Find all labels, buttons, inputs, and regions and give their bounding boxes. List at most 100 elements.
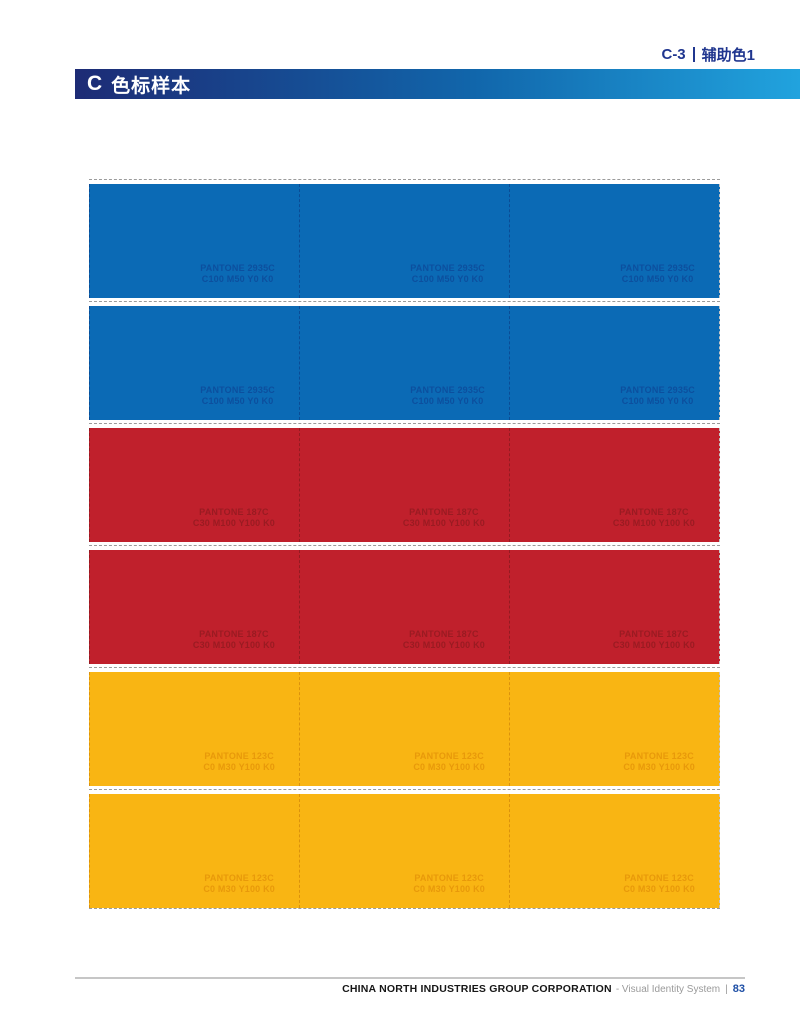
cmyk-value: C30 M100 Y100 K0	[192, 640, 275, 650]
color-swatch-row: PANTONE 2935C C100 M50 Y0 K0 PANTONE 293…	[89, 184, 720, 298]
cmyk-value: C30 M100 Y100 K0	[612, 640, 695, 650]
swatch-label: PANTONE 2935C C100 M50 Y0 K0	[410, 263, 485, 285]
swatch-label: PANTONE 187C C30 M100 Y100 K0	[403, 507, 485, 529]
cmyk-value: C100 M50 Y0 K0	[621, 274, 694, 284]
swatch-grid: PANTONE 2935C C100 M50 Y0 K0 PANTONE 293…	[89, 176, 720, 909]
cmyk-value: C0 M30 Y100 K0	[203, 884, 275, 894]
cmyk-value: C0 M30 Y100 K0	[413, 762, 485, 772]
swatch-row-group: PANTONE 2935C C100 M50 Y0 K0 PANTONE 293…	[89, 301, 720, 420]
swatch-label: PANTONE 2935C C100 M50 Y0 K0	[620, 263, 695, 285]
cmyk-value: C0 M30 Y100 K0	[623, 884, 695, 894]
cmyk-value: C100 M50 Y0 K0	[411, 274, 484, 284]
swatch-cell: PANTONE 123C C0 M30 Y100 K0	[90, 794, 299, 908]
swatch-label: PANTONE 123C C0 M30 Y100 K0	[623, 751, 695, 773]
swatch-label: PANTONE 187C C30 M100 Y100 K0	[613, 507, 695, 529]
cmyk-value: C0 M30 Y100 K0	[203, 762, 275, 772]
pantone-name: PANTONE 2935C	[410, 263, 485, 273]
section-code: C-3	[661, 46, 686, 63]
swatch-cell: PANTONE 187C C30 M100 Y100 K0	[299, 428, 509, 542]
cmyk-value: C100 M50 Y0 K0	[201, 396, 274, 406]
pantone-name: PANTONE 123C	[414, 873, 484, 883]
swatch-label: PANTONE 123C C0 M30 Y100 K0	[203, 873, 275, 895]
pantone-name: PANTONE 187C	[409, 629, 479, 639]
cut-line	[89, 908, 720, 909]
swatch-label: PANTONE 123C C0 M30 Y100 K0	[203, 751, 275, 773]
company-name: CHINA NORTH INDUSTRIES GROUP CORPORATION	[342, 983, 612, 995]
swatch-label: PANTONE 187C C30 M100 Y100 K0	[613, 629, 695, 651]
swatch-row-group: PANTONE 123C C0 M30 Y100 K0 PANTONE 123C…	[89, 667, 720, 786]
swatch-cell: PANTONE 187C C30 M100 Y100 K0	[509, 550, 719, 664]
footer-subtitle: - Visual Identity System	[615, 984, 721, 995]
swatch-label: PANTONE 2935C C100 M50 Y0 K0	[200, 263, 275, 285]
cmyk-value: C100 M50 Y0 K0	[621, 396, 694, 406]
footer-divider	[75, 977, 745, 979]
swatch-label: PANTONE 187C C30 M100 Y100 K0	[403, 629, 485, 651]
cut-line	[89, 545, 720, 546]
page-title: 色标样本	[111, 75, 192, 97]
title-bar: C 色标样本	[75, 69, 800, 99]
swatch-cell: PANTONE 2935C C100 M50 Y0 K0	[90, 184, 299, 298]
footer-separator: |	[725, 984, 728, 995]
pantone-name: PANTONE 123C	[624, 873, 694, 883]
swatch-cell: PANTONE 187C C30 M100 Y100 K0	[90, 428, 299, 542]
pantone-name: PANTONE 2935C	[410, 385, 485, 395]
pantone-name: PANTONE 187C	[619, 507, 689, 517]
cmyk-value: C30 M100 Y100 K0	[402, 518, 485, 528]
pantone-name: PANTONE 187C	[409, 507, 479, 517]
cmyk-value: C100 M50 Y0 K0	[201, 274, 274, 284]
pantone-name: PANTONE 2935C	[200, 385, 275, 395]
pantone-name: PANTONE 187C	[199, 507, 269, 517]
cmyk-value: C0 M30 Y100 K0	[623, 762, 695, 772]
swatch-cell: PANTONE 187C C30 M100 Y100 K0	[299, 550, 509, 664]
cut-line	[89, 301, 720, 302]
swatch-label: PANTONE 2935C C100 M50 Y0 K0	[620, 385, 695, 407]
footer: CHINA NORTH INDUSTRIES GROUP CORPORATION…	[342, 983, 745, 995]
pantone-name: PANTONE 123C	[204, 751, 274, 761]
cmyk-value: C30 M100 Y100 K0	[192, 518, 275, 528]
color-swatch-row: PANTONE 187C C30 M100 Y100 K0 PANTONE 18…	[89, 428, 720, 542]
cut-line	[89, 667, 720, 668]
swatch-cell: PANTONE 123C C0 M30 Y100 K0	[90, 672, 299, 786]
swatch-label: PANTONE 187C C30 M100 Y100 K0	[193, 507, 275, 529]
swatch-cell: PANTONE 2935C C100 M50 Y0 K0	[509, 306, 719, 420]
color-swatch-row: PANTONE 2935C C100 M50 Y0 K0 PANTONE 293…	[89, 306, 720, 420]
pantone-name: PANTONE 2935C	[620, 263, 695, 273]
pantone-name: PANTONE 2935C	[620, 385, 695, 395]
swatch-row-group: PANTONE 187C C30 M100 Y100 K0 PANTONE 18…	[89, 423, 720, 542]
pantone-name: PANTONE 2935C	[200, 263, 275, 273]
swatch-cell: PANTONE 2935C C100 M50 Y0 K0	[299, 306, 509, 420]
swatch-cell: PANTONE 187C C30 M100 Y100 K0	[90, 550, 299, 664]
cmyk-value: C30 M100 Y100 K0	[612, 518, 695, 528]
page-number: 83	[732, 983, 745, 995]
cut-line	[89, 789, 720, 790]
swatch-label: PANTONE 123C C0 M30 Y100 K0	[413, 751, 485, 773]
section-title: 辅助色1	[701, 47, 755, 64]
cmyk-value: C100 M50 Y0 K0	[411, 396, 484, 406]
color-swatch-row: PANTONE 187C C30 M100 Y100 K0 PANTONE 18…	[89, 550, 720, 664]
swatch-cell: PANTONE 123C C0 M30 Y100 K0	[299, 672, 509, 786]
swatch-cell: PANTONE 123C C0 M30 Y100 K0	[509, 794, 719, 908]
pantone-name: PANTONE 187C	[199, 629, 269, 639]
swatch-label: PANTONE 2935C C100 M50 Y0 K0	[200, 385, 275, 407]
color-swatch-row: PANTONE 123C C0 M30 Y100 K0 PANTONE 123C…	[89, 794, 720, 908]
pantone-name: PANTONE 123C	[204, 873, 274, 883]
cmyk-value: C30 M100 Y100 K0	[402, 640, 485, 650]
swatch-cell: PANTONE 123C C0 M30 Y100 K0	[299, 794, 509, 908]
pantone-name: PANTONE 123C	[624, 751, 694, 761]
cmyk-value: C0 M30 Y100 K0	[413, 884, 485, 894]
swatch-row-group: PANTONE 187C C30 M100 Y100 K0 PANTONE 18…	[89, 545, 720, 664]
swatch-cell: PANTONE 187C C30 M100 Y100 K0	[509, 428, 719, 542]
color-swatch-row: PANTONE 123C C0 M30 Y100 K0 PANTONE 123C…	[89, 672, 720, 786]
swatch-row-group: PANTONE 123C C0 M30 Y100 K0 PANTONE 123C…	[89, 789, 720, 908]
cut-line	[89, 179, 720, 180]
swatch-cell: PANTONE 2935C C100 M50 Y0 K0	[299, 184, 509, 298]
swatch-row-group: PANTONE 2935C C100 M50 Y0 K0 PANTONE 293…	[89, 179, 720, 298]
swatch-label: PANTONE 123C C0 M30 Y100 K0	[413, 873, 485, 895]
pantone-name: PANTONE 123C	[414, 751, 484, 761]
pantone-name: PANTONE 187C	[619, 629, 689, 639]
swatch-cell: PANTONE 123C C0 M30 Y100 K0	[509, 672, 719, 786]
cut-line	[89, 423, 720, 424]
swatch-label: PANTONE 187C C30 M100 Y100 K0	[193, 629, 275, 651]
swatch-cell: PANTONE 2935C C100 M50 Y0 K0	[90, 306, 299, 420]
